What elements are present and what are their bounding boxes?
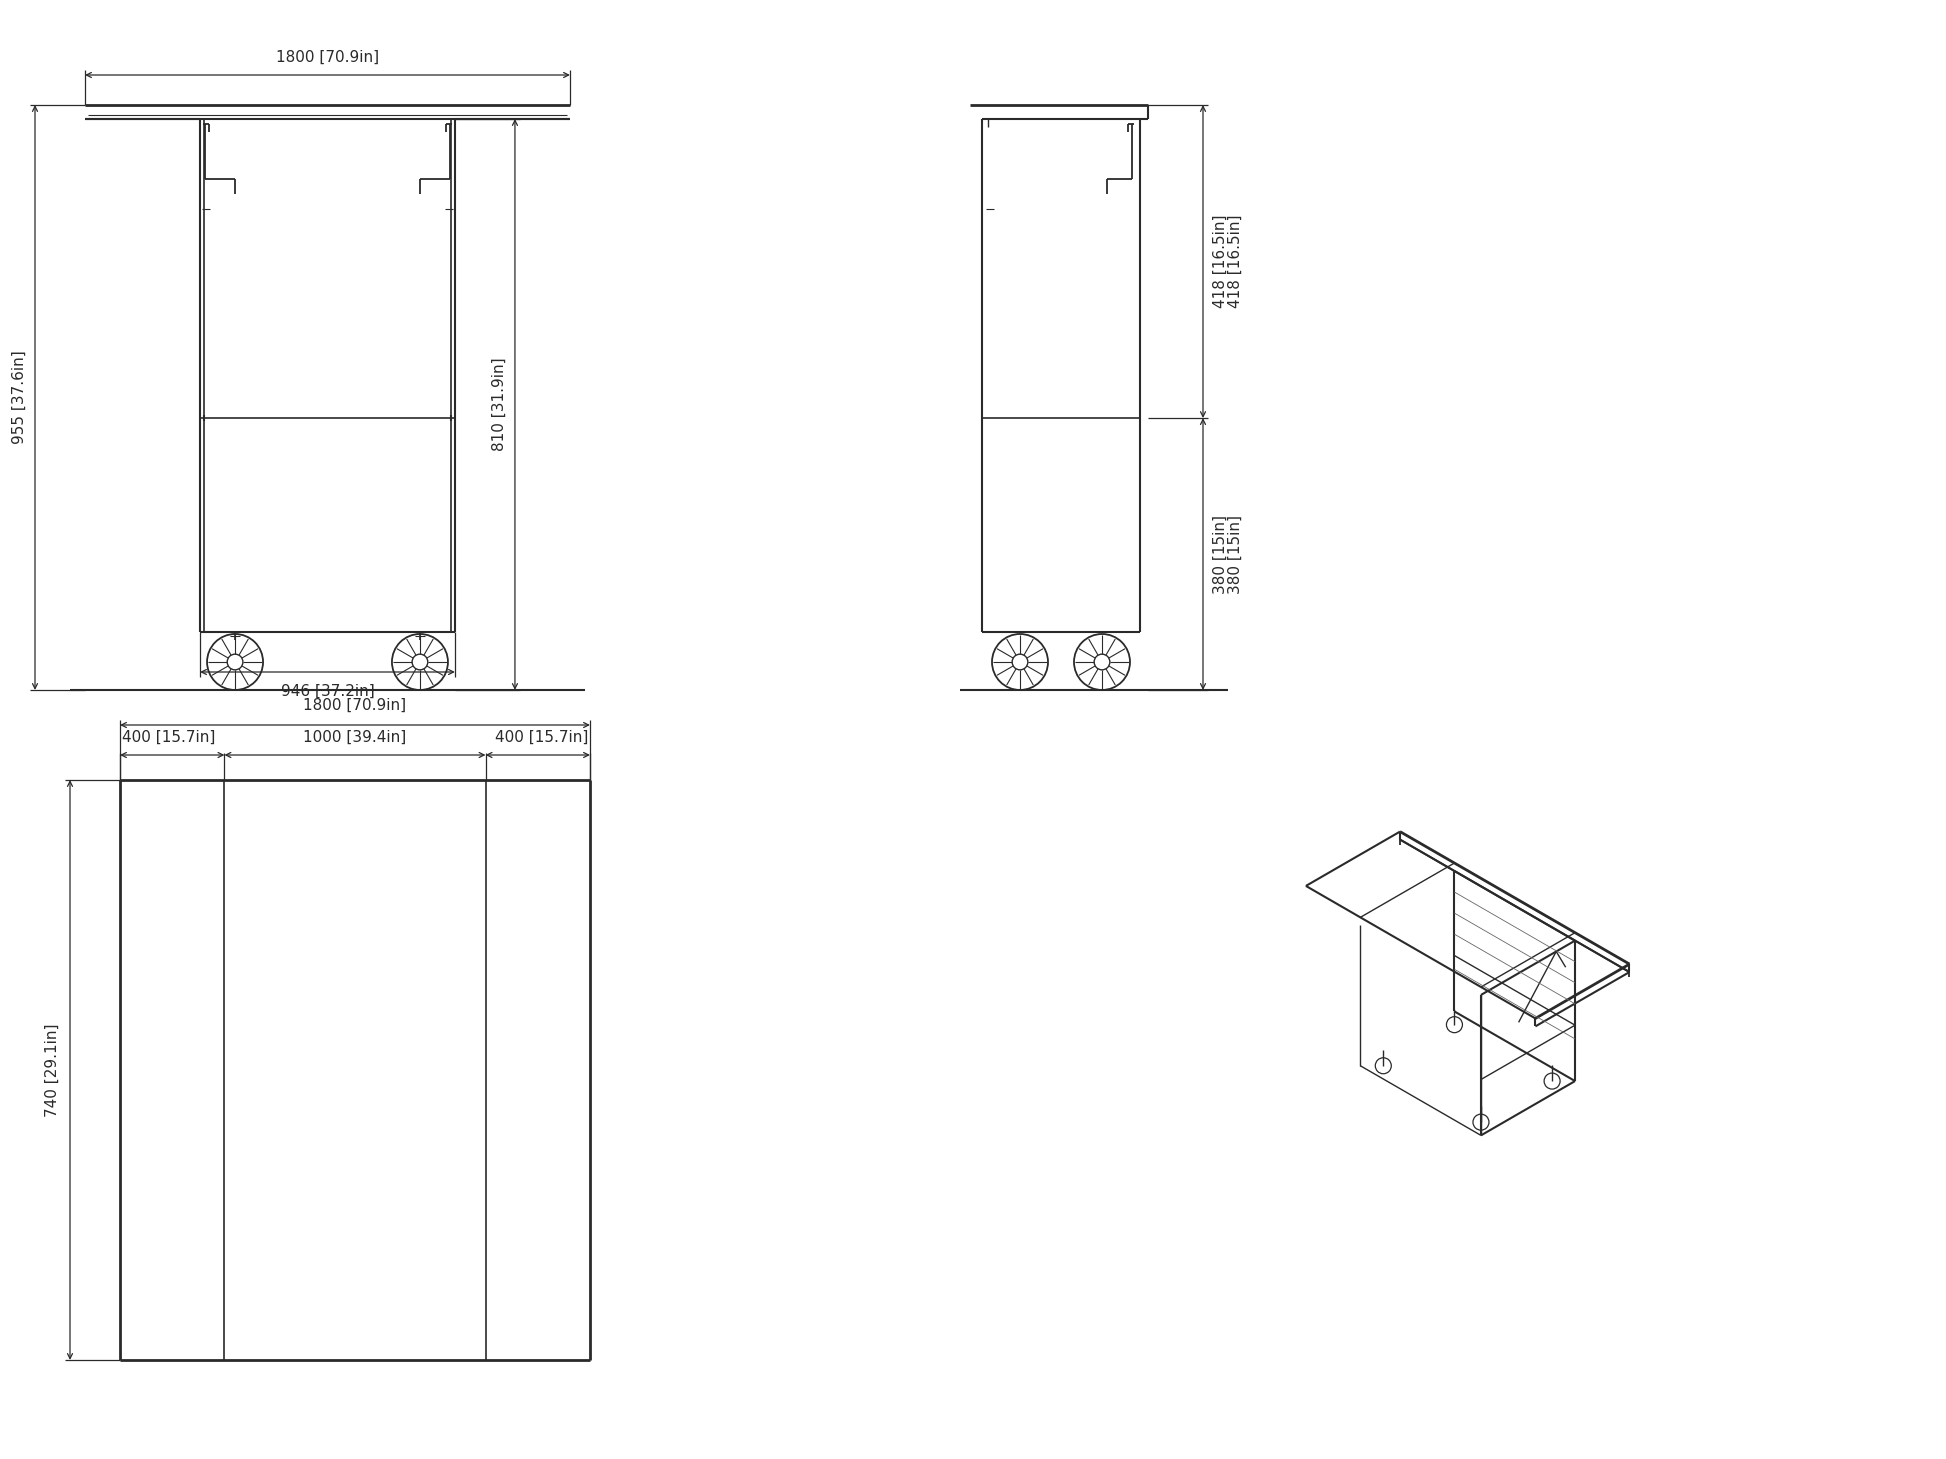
Text: 946 [37.2in]: 946 [37.2in] xyxy=(280,684,374,699)
Text: 1800 [70.9in]: 1800 [70.9in] xyxy=(276,50,379,66)
Text: 1800 [70.9in]: 1800 [70.9in] xyxy=(304,697,407,713)
Text: 810 [31.9in]: 810 [31.9in] xyxy=(492,357,508,451)
Text: 400 [15.7in]: 400 [15.7in] xyxy=(123,730,216,746)
Text: 400 [15.7in]: 400 [15.7in] xyxy=(494,730,588,746)
Text: 418 [16.5in]: 418 [16.5in] xyxy=(1228,214,1243,308)
Text: 740 [29.1in]: 740 [29.1in] xyxy=(45,1023,60,1116)
Text: 955 [37.6in]: 955 [37.6in] xyxy=(12,350,27,445)
Text: 418 [16.5in]: 418 [16.5in] xyxy=(1212,214,1228,308)
Text: 380 [15in]: 380 [15in] xyxy=(1212,515,1228,594)
Text: 1000 [39.4in]: 1000 [39.4in] xyxy=(304,730,407,746)
Text: 380 [15in]: 380 [15in] xyxy=(1228,515,1243,594)
